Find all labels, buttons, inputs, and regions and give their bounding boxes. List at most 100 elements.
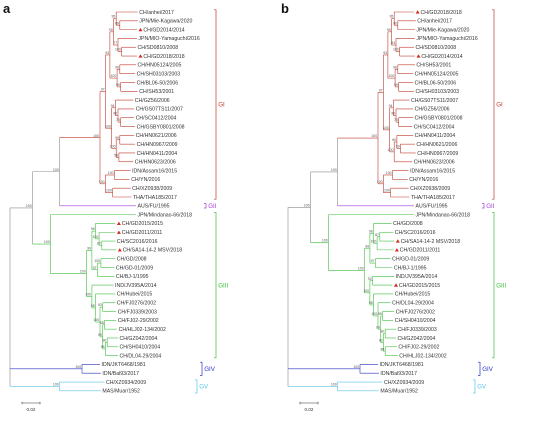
tip-label: CH/GZ042/2004 [120, 336, 158, 342]
tip-label: CH/GD-01/2009 [392, 256, 429, 262]
tip-label: CH/GD2014/2014 [143, 27, 184, 33]
tip-label: IDN/Assam16/2015 [132, 168, 177, 174]
genotype-label: GIII [218, 282, 228, 289]
tip-label: CH/GD2011/2011 [400, 248, 441, 254]
tip-label: CH/GD2011/2011 [122, 230, 163, 236]
genotype-bracket [473, 379, 476, 394]
scale-bar-label: 0.02 [27, 407, 36, 412]
bootstrap-value: 60 [392, 138, 396, 142]
tip-label: IDN/JKT6468/1981 [102, 362, 146, 368]
bootstrap-value: 97 [371, 259, 375, 263]
tip-label: JPN/MIO-Yamaguchi/2016 [138, 36, 199, 42]
tip-label: CH/SH53/2001 [416, 63, 451, 69]
tip-label: CH/GD2015/2015 [399, 283, 440, 289]
bootstrap-value: 97 [93, 266, 97, 270]
scale-bar-label: 0.02 [305, 407, 314, 412]
genotype-label: GI [218, 102, 225, 109]
bootstrap-value: 88 [380, 347, 384, 351]
tip-label: CH/FJ0339/2003 [398, 327, 437, 333]
bootstrap-value: 100 [53, 168, 59, 172]
bootstrap-value: 100 [322, 239, 328, 243]
bootstrap-value: 93 [105, 51, 109, 55]
tip-label: CH/GSBY0801/2008 [137, 124, 185, 130]
genotype-label: GIV [482, 366, 494, 373]
tip-label: CH/HN0623/2006 [414, 160, 455, 166]
tip-label: CH/DL04-29/2004 [120, 353, 162, 359]
bootstrap-value: 100 [384, 189, 390, 193]
bootstrap-value: 94 [111, 104, 115, 108]
bootstrap-value: 100 [110, 74, 116, 78]
tip-label: JPN/Mindanao-66/2018 [416, 212, 471, 218]
tip-label: CH/DL04-29/2004 [392, 301, 434, 307]
tip-label: CH/GD2015/2015 [122, 221, 163, 227]
tip-label: CH/GSBY0801/2008 [415, 116, 463, 122]
tip-label: CH/YN/2016 [409, 177, 438, 183]
tip-label: JPN/MIO-Yamaguchi/2016 [416, 36, 477, 42]
tip-label: CH/FJ0276/2002 [117, 301, 156, 307]
triangle-marker-icon [138, 54, 143, 58]
tip-label: JPN/Mindanao-66/2018 [138, 212, 193, 218]
tip-label: IDN/Bal93/2017 [102, 371, 139, 377]
bootstrap-value: 100 [94, 259, 100, 263]
tip-label: CH/SH0410/2004 [395, 318, 436, 324]
bootstrap-value: 99 [116, 83, 120, 87]
genotype-bracket [200, 361, 203, 376]
bootstrap-value: 88 [115, 21, 119, 25]
bootstrap-value: 99 [365, 244, 369, 248]
genotype-bracket [478, 361, 481, 376]
tip-label: CH/GS07TS11/2007 [136, 107, 183, 113]
tip-label: CH/GD-01/2009 [116, 265, 153, 271]
tip-label: THA/THA185/2017 [411, 195, 455, 201]
phylogenetic-tree-panel: b CH/GD2018/2018 CH/anhei/2017 JPN/Mie-Kaga… [281, 1, 506, 412]
tip-label: CH/SH03103/2003 [137, 71, 181, 77]
bootstrap-value: 100 [85, 293, 91, 297]
bootstrap-value: 99 [387, 28, 391, 32]
tip-label: MAS/Muar/1952 [380, 389, 418, 395]
bootstrap-value: 100 [115, 48, 121, 52]
bootstrap-value: 100 [377, 180, 383, 184]
tip-label: IDN/Assam16/2015 [410, 168, 455, 174]
bootstrap-value: 100 [105, 124, 111, 128]
tip-label: AUS/FU/1995 [138, 204, 170, 210]
tip-label: IND/JV395A/2014 [396, 274, 438, 280]
bootstrap-value: 100 [388, 74, 394, 78]
bootstrap-value: 90 [393, 21, 397, 25]
bootstrap-value: 100 [331, 383, 337, 387]
bootstrap-value: 100 [93, 318, 99, 322]
bootstrap-value: 88 [100, 321, 104, 325]
tip-label: CH/HN0411/2004 [415, 133, 456, 139]
bootstrap-value: 99 [396, 145, 400, 149]
bootstrap-value: 100 [386, 171, 392, 175]
tip-label: MAS/Muar/1952 [102, 389, 140, 395]
bootstrap-value: 80 [102, 338, 106, 342]
tip-label: CH/HN0411/2004 [137, 151, 178, 157]
genotype-label: GII [486, 203, 495, 210]
tip-label: CH/HN0621/2006 [416, 142, 457, 148]
genotype-bracket [492, 9, 495, 200]
tip-label: CH/SH0410/2004 [120, 345, 161, 351]
tip-label: CH/GS07TS11/2007 [411, 98, 458, 104]
bootstrap-value: 100 [371, 134, 377, 138]
tip-label: CH/SC0412/2004 [136, 116, 177, 122]
bootstrap-value: 100 [80, 270, 86, 274]
bootstrap-value: 96 [369, 229, 373, 233]
bootstrap-value: 100 [358, 267, 364, 271]
bootstrap-value: 100 [53, 383, 59, 387]
bootstrap-value: 87 [97, 242, 101, 246]
bootstrap-value: 100 [371, 312, 377, 316]
bootstrap-value: 95 [389, 15, 393, 19]
tip-label: IDN/Bal93/2017 [380, 371, 417, 377]
bootstrap-value: 97 [101, 88, 105, 92]
bootstrap-value: 90 [113, 112, 117, 116]
bootstrap-value: 100 [331, 168, 337, 172]
tip-label: CH/GD2018/2018 [421, 10, 462, 16]
triangle-marker-icon [116, 221, 121, 226]
bootstrap-value: 100 [393, 48, 399, 52]
bootstrap-value: 100 [99, 180, 105, 184]
tip-label: CH/SH53/2001 [139, 89, 174, 95]
panel-letter: b [281, 1, 289, 16]
tip-label: JPN/Mie-Kagawa/2020 [139, 19, 192, 25]
genotype-label: GIV [204, 366, 216, 373]
bootstrap-value: 93 [379, 338, 383, 342]
bootstrap-value: 95 [111, 15, 115, 19]
